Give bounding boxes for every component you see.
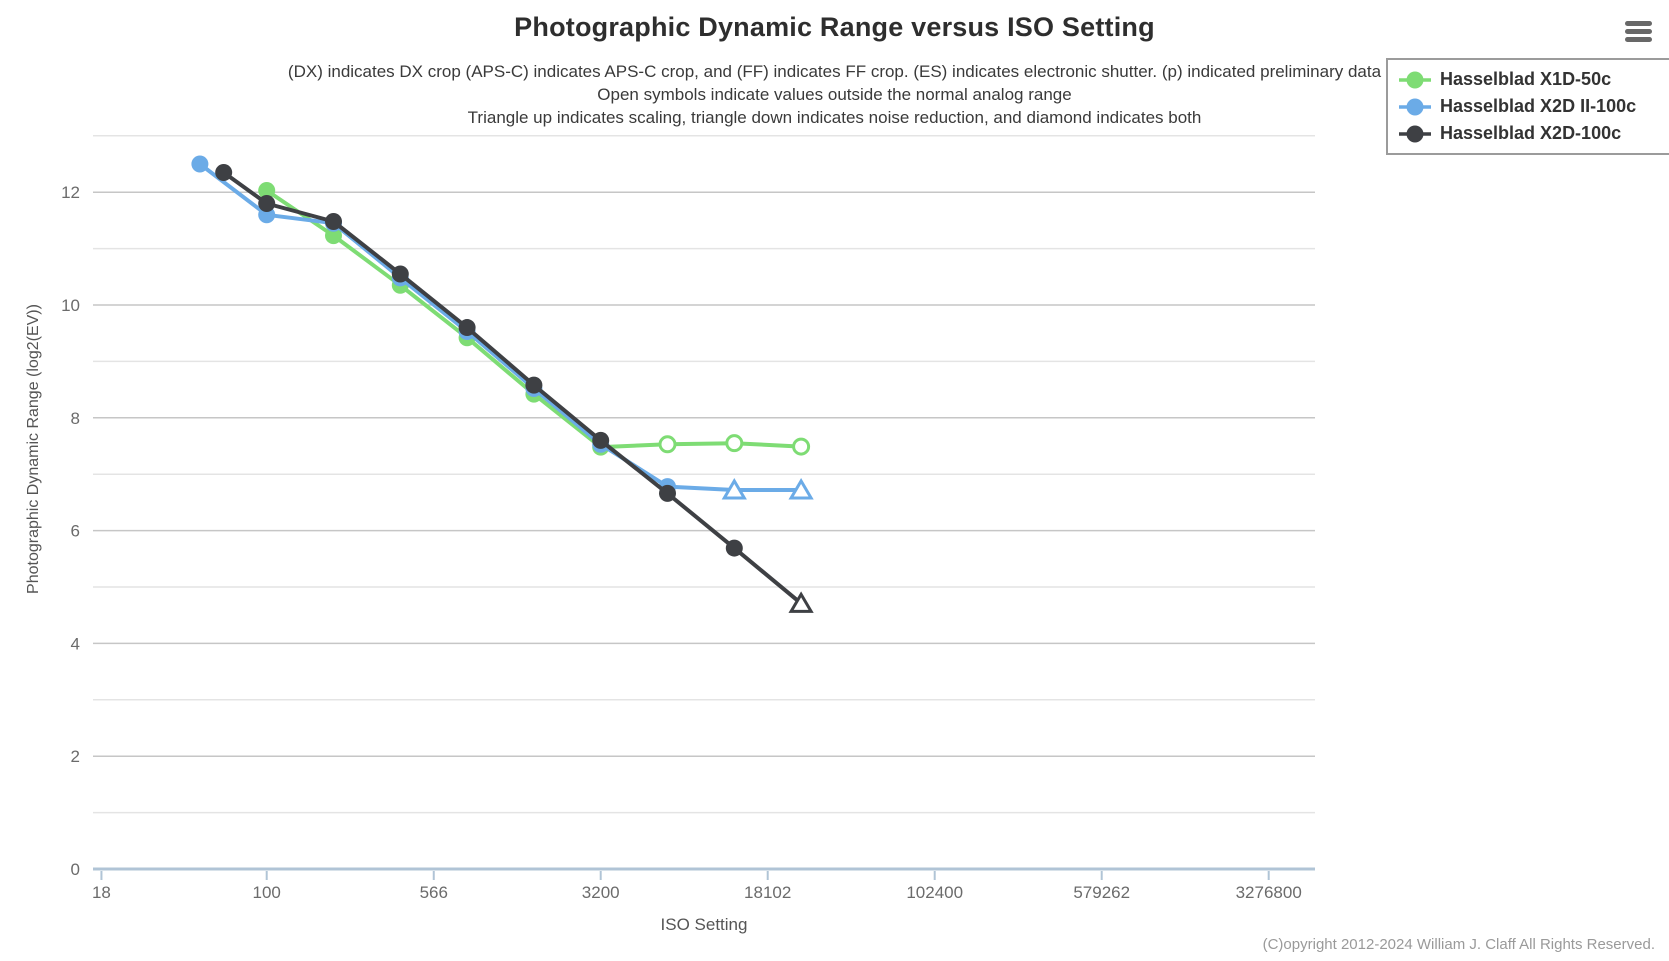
legend-item-x2d-ii-100c[interactable]: Hasselblad X2D II-100c xyxy=(1398,93,1669,120)
legend-item-x2d-100c[interactable]: Hasselblad X2D-100c xyxy=(1398,120,1669,147)
y-tick-label: 2 xyxy=(71,747,80,766)
data-point-solid-circle[interactable] xyxy=(659,484,676,502)
subtitle-line-1: (DX) indicates DX crop (APS-C) indicates… xyxy=(287,62,1382,81)
series-line xyxy=(264,188,804,450)
data-point-open-triangle-up[interactable] xyxy=(721,478,747,500)
y-tick-label: 6 xyxy=(71,522,80,541)
data-point-solid-circle[interactable] xyxy=(592,431,610,449)
x-tick-label: 100 xyxy=(253,883,281,902)
legend-label: Hasselblad X1D-50c xyxy=(1440,69,1612,89)
series-line xyxy=(197,162,804,492)
menu-bar xyxy=(1625,29,1652,34)
y-tick-label: 10 xyxy=(61,296,80,315)
data-point-solid-circle[interactable] xyxy=(725,539,743,557)
chart-subtitle: (DX) indicates DX crop (APS-C) indicates… xyxy=(0,60,1669,129)
x-tick-label: 18102 xyxy=(744,883,791,902)
x-axis-title: ISO Setting xyxy=(660,915,748,934)
x-tick-label: 3200 xyxy=(582,883,620,902)
data-point-solid-circle[interactable] xyxy=(525,376,543,394)
x-tick-label: 102400 xyxy=(906,883,963,902)
legend-label: Hasselblad X2D-100c xyxy=(1440,123,1622,143)
subtitle-line-2: Open symbols indicate values outside the… xyxy=(597,85,1072,104)
data-point-solid-circle[interactable] xyxy=(215,163,233,181)
data-point-solid-circle[interactable] xyxy=(325,213,342,231)
copyright-notice: (C)opyright 2012-2024 William J. Claff A… xyxy=(1262,936,1655,953)
menu-bar xyxy=(1625,37,1652,42)
y-tick-label: 12 xyxy=(61,183,80,202)
legend-marker-circle xyxy=(1399,71,1431,88)
legend-marker-circle xyxy=(1399,98,1431,115)
data-point-solid-circle[interactable] xyxy=(191,155,209,173)
data-point-open-circle[interactable] xyxy=(725,434,744,453)
y-tick-label: 0 xyxy=(71,860,80,879)
x-tick-label: 566 xyxy=(420,883,448,902)
data-point-open-circle[interactable] xyxy=(792,437,811,456)
series-line xyxy=(221,170,804,606)
hamburger-menu-icon[interactable] xyxy=(1625,21,1652,43)
subtitle-line-3: Triangle up indicates scaling, triangle … xyxy=(467,108,1202,127)
x-tick-label: 18 xyxy=(92,883,111,902)
x-tick-label: 579262 xyxy=(1073,883,1130,902)
legend: Hasselblad X1D-50c Hasselblad X2D II-100… xyxy=(1386,58,1669,155)
data-point-solid-circle[interactable] xyxy=(258,182,276,200)
legend-item-x1d-50c[interactable]: Hasselblad X1D-50c xyxy=(1398,66,1669,93)
y-axis-title: Photographic Dynamic Range (log2(EV)) xyxy=(25,304,42,594)
data-point-open-circle[interactable] xyxy=(658,435,677,454)
legend-marker-circle xyxy=(1399,125,1431,142)
data-point-solid-circle[interactable] xyxy=(391,265,409,283)
data-point-solid-circle[interactable] xyxy=(258,194,276,212)
menu-bar xyxy=(1625,21,1652,26)
legend-label: Hasselblad X2D II-100c xyxy=(1440,96,1637,116)
data-point-solid-circle[interactable] xyxy=(325,227,342,245)
data-point-solid-circle[interactable] xyxy=(458,319,476,337)
y-tick-label: 4 xyxy=(71,634,80,653)
chart-title: Photographic Dynamic Range versus ISO Se… xyxy=(514,12,1155,42)
y-tick-label: 8 xyxy=(71,409,80,428)
data-point-open-triangle-up[interactable] xyxy=(788,591,814,613)
data-point-open-triangle-up[interactable] xyxy=(788,478,814,500)
x-tick-label: 3276800 xyxy=(1236,883,1302,902)
